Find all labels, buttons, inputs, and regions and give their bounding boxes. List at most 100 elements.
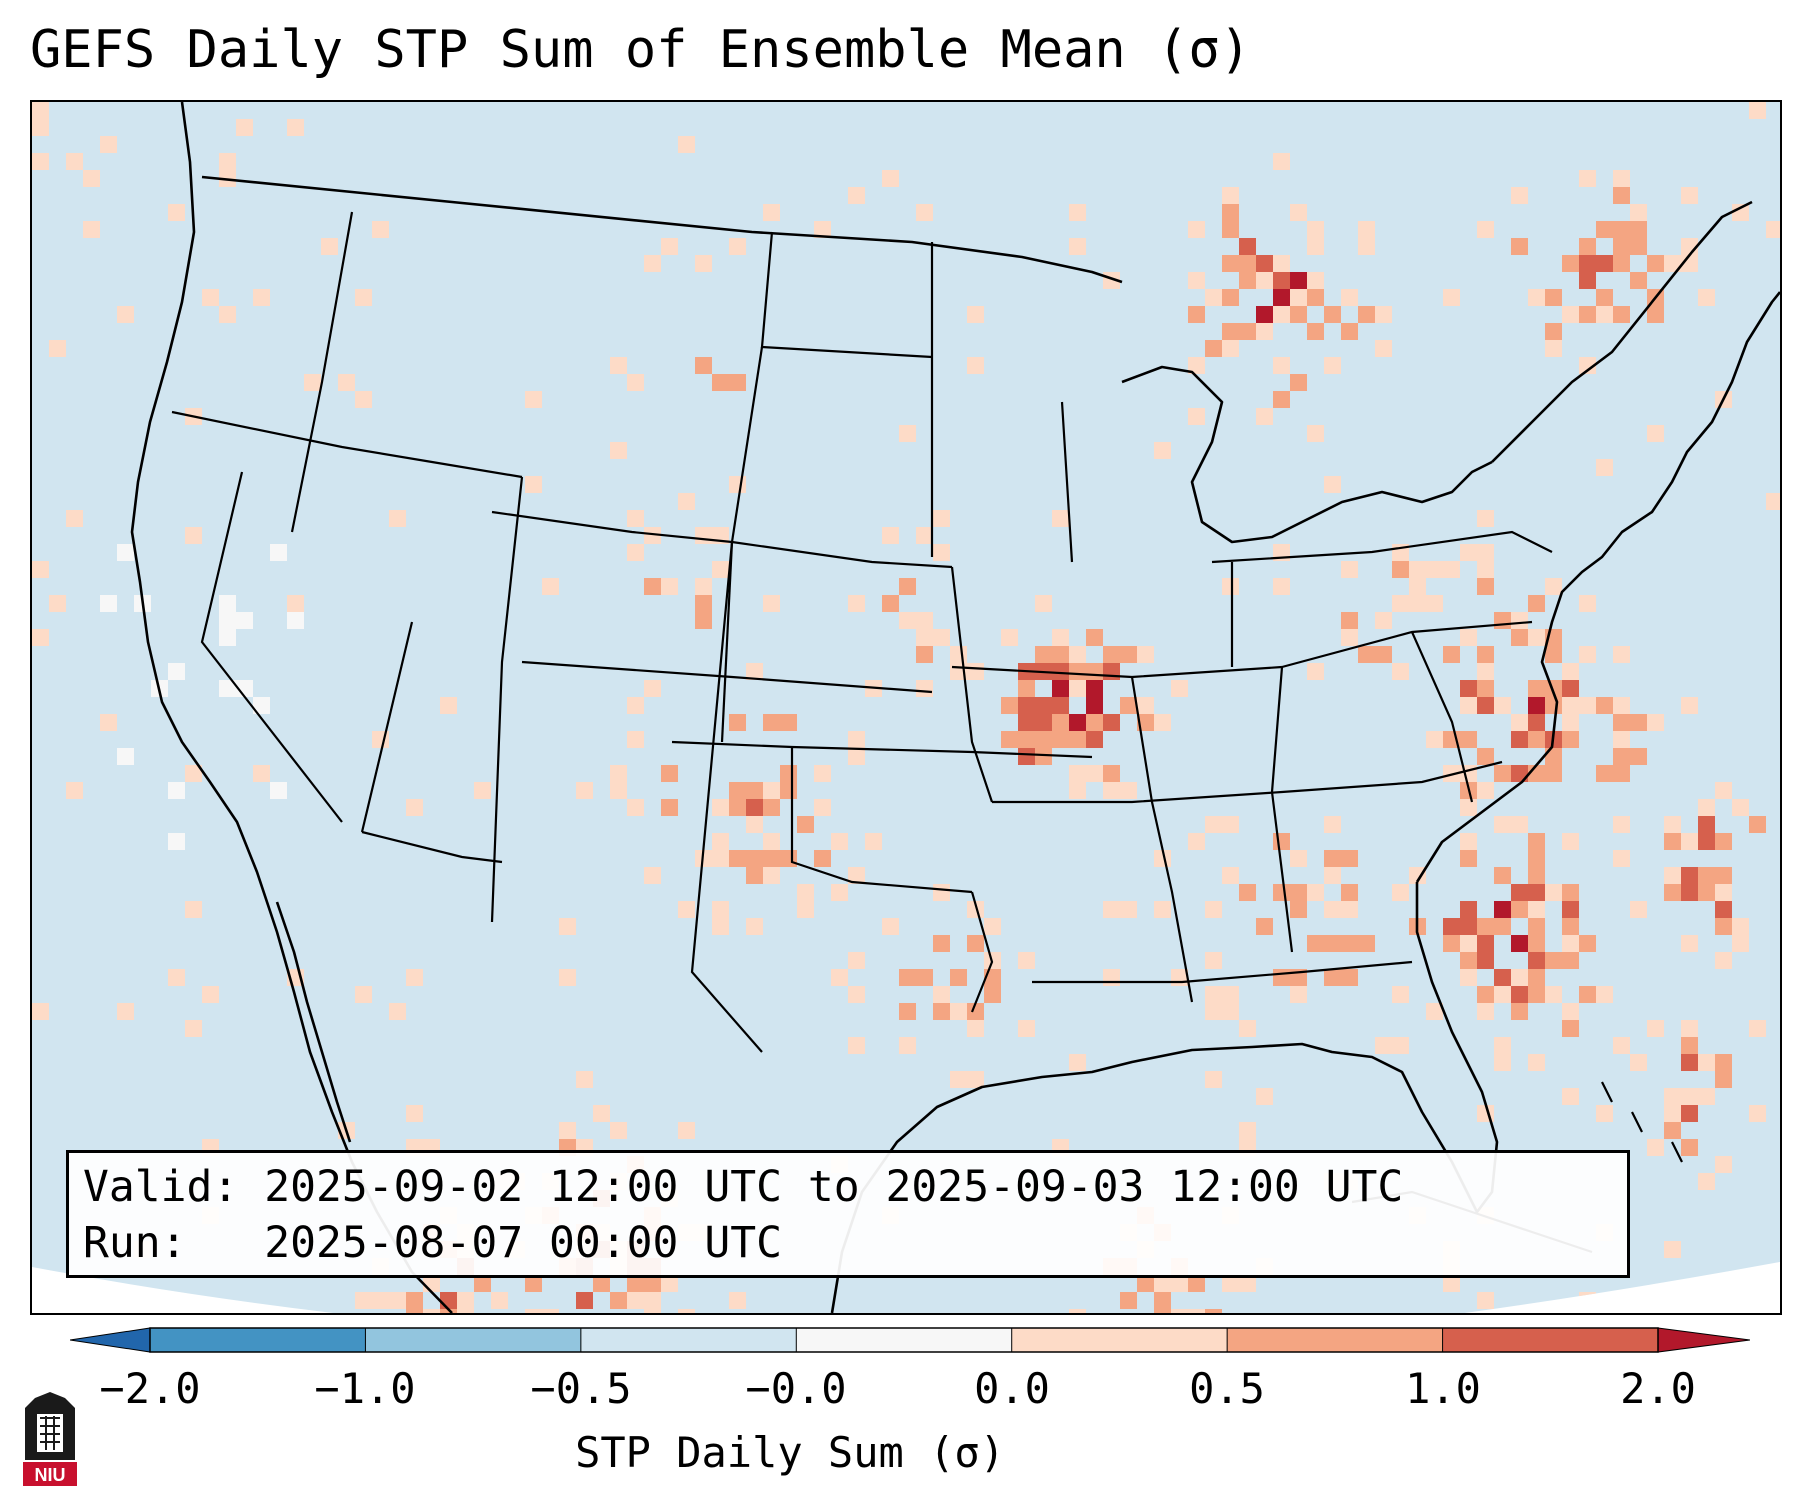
stp-cell: [1613, 187, 1630, 204]
stp-cell: [1341, 629, 1358, 646]
stp-cell: [1528, 289, 1545, 306]
stp-cell: [1137, 646, 1154, 663]
stp-cell: [1290, 850, 1307, 867]
stp-cell: [661, 578, 678, 595]
stp-cell: [185, 901, 202, 918]
stp-cell: [797, 884, 814, 901]
stp-cell: [406, 1292, 423, 1309]
stp-cell: [933, 1003, 950, 1020]
stp-cell: [1137, 1275, 1154, 1292]
stp-cell: [1001, 629, 1018, 646]
stp-cell: [1511, 884, 1528, 901]
stp-cell: [168, 663, 185, 680]
stp-cell: [1715, 1054, 1732, 1071]
stp-cell: [1681, 935, 1698, 952]
stp-cell: [1562, 663, 1579, 680]
stp-cell: [1681, 1037, 1698, 1054]
stp-cell: [1069, 646, 1086, 663]
stp-cell: [219, 595, 236, 612]
stp-cell: [1256, 272, 1273, 289]
stp-cell: [1188, 833, 1205, 850]
stp-cell: [1018, 731, 1035, 748]
stp-cell: [950, 1071, 967, 1088]
stp-cell: [712, 901, 729, 918]
stp-cell: [1732, 799, 1749, 816]
stp-cell: [780, 850, 797, 867]
stp-cell: [1358, 646, 1375, 663]
stp-cell: [1426, 561, 1443, 578]
stp-cell: [1018, 1020, 1035, 1037]
stp-cell: [1324, 901, 1341, 918]
stp-cell: [1154, 850, 1171, 867]
stp-cell: [1596, 221, 1613, 238]
stp-cell: [1069, 1054, 1086, 1071]
stp-cell: [1715, 952, 1732, 969]
stp-cell: [1494, 1054, 1511, 1071]
stp-cell: [1681, 697, 1698, 714]
stp-cell: [49, 340, 66, 357]
stp-cell: [661, 765, 678, 782]
stp-cell: [967, 901, 984, 918]
stp-cell: [899, 1003, 916, 1020]
stp-cell: [32, 561, 49, 578]
stp-cell: [440, 697, 457, 714]
stp-cell: [848, 595, 865, 612]
stp-cell: [1494, 697, 1511, 714]
stp-cell: [1154, 1292, 1171, 1309]
stp-cell: [1154, 901, 1171, 918]
stp-cell: [1528, 714, 1545, 731]
stp-cell: [1273, 272, 1290, 289]
stp-cell: [1494, 918, 1511, 935]
stp-cell: [1460, 833, 1477, 850]
stp-cell: [355, 986, 372, 1003]
stp-cell: [678, 1309, 695, 1313]
stp-cell: [1001, 697, 1018, 714]
stp-cell: [1579, 255, 1596, 272]
stp-cell: [1188, 408, 1205, 425]
stp-cell: [1137, 714, 1154, 731]
stp-cell: [1681, 867, 1698, 884]
stp-cell: [1086, 714, 1103, 731]
stp-cell: [1460, 901, 1477, 918]
stp-cell: [1001, 731, 1018, 748]
stp-cell: [882, 527, 899, 544]
stp-cell: [831, 833, 848, 850]
stp-cell: [1103, 714, 1120, 731]
stp-cell: [1511, 986, 1528, 1003]
stp-cell: [763, 799, 780, 816]
stp-cell: [1324, 816, 1341, 833]
stp-cell: [1528, 850, 1545, 867]
stp-cell: [338, 374, 355, 391]
stp-cell: [1528, 884, 1545, 901]
colorbar-segments: [70, 1327, 1750, 1353]
stp-cell: [1018, 952, 1035, 969]
stp-cell: [1579, 646, 1596, 663]
stp-cell: [1494, 1037, 1511, 1054]
stp-cell: [1154, 714, 1171, 731]
stp-cell: [967, 357, 984, 374]
stp-cell: [1477, 221, 1494, 238]
stp-cell: [678, 1122, 695, 1139]
stp-cell: [1698, 884, 1715, 901]
stp-cell: [1273, 357, 1290, 374]
stp-cell: [644, 255, 661, 272]
stp-cell: [83, 221, 100, 238]
stp-cell: [1596, 255, 1613, 272]
stp-cell: [1307, 884, 1324, 901]
stp-cell: [916, 969, 933, 986]
stp-cell: [1239, 323, 1256, 340]
stp-cell: [984, 918, 1001, 935]
stp-cell: [1120, 646, 1137, 663]
stp-cell: [1426, 1003, 1443, 1020]
stp-cell: [1664, 816, 1681, 833]
stp-cell: [984, 986, 1001, 1003]
stp-cell: [1545, 884, 1562, 901]
stp-cell: [882, 170, 899, 187]
stp-cell: [1460, 935, 1477, 952]
stp-cell: [1222, 340, 1239, 357]
stp-cell: [661, 799, 678, 816]
stp-cell: [1103, 782, 1120, 799]
stp-cell: [1528, 969, 1545, 986]
stp-cell: [763, 867, 780, 884]
stp-cell: [695, 255, 712, 272]
